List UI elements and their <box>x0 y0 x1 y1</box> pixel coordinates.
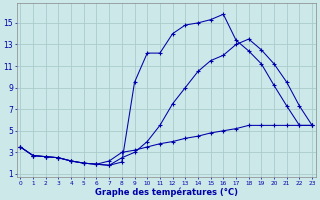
X-axis label: Graphe des températures (°C): Graphe des températures (°C) <box>95 187 238 197</box>
